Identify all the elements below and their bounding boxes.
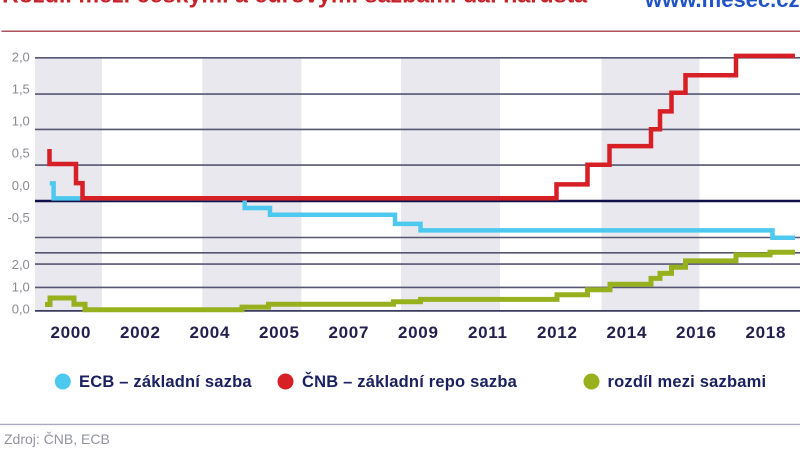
svg-text:1,0: 1,0: [12, 279, 30, 294]
svg-text:-0,5: -0,5: [7, 210, 29, 225]
svg-text:2005: 2005: [259, 323, 300, 342]
svg-text:2004: 2004: [189, 323, 230, 342]
svg-text:2007: 2007: [328, 323, 369, 342]
svg-text:2012: 2012: [537, 323, 578, 342]
svg-text:www.mesec.cz: www.mesec.cz: [644, 0, 799, 12]
svg-text:1,5: 1,5: [12, 82, 30, 97]
svg-text:2018: 2018: [745, 323, 786, 342]
svg-text:2,0: 2,0: [12, 49, 30, 64]
svg-text:ECB – základní sazba: ECB – základní sazba: [79, 373, 252, 391]
svg-text:0,5: 0,5: [12, 145, 30, 160]
svg-text:1,0: 1,0: [12, 114, 30, 129]
svg-text:2,0: 2,0: [12, 257, 30, 272]
svg-text:Rozdíl mezi českými a eurovými: Rozdíl mezi českými a eurovými sazbami d…: [2, 0, 588, 8]
svg-text:2011: 2011: [468, 323, 508, 342]
svg-text:ČNB – základní repo sazba: ČNB – základní repo sazba: [302, 372, 518, 391]
svg-text:rozdíl mezi sazbami: rozdíl mezi sazbami: [608, 373, 767, 391]
svg-text:2009: 2009: [398, 323, 439, 342]
svg-text:0,0: 0,0: [12, 302, 30, 317]
svg-text:0,0: 0,0: [12, 178, 30, 193]
svg-text:2002: 2002: [120, 323, 161, 342]
svg-text:2014: 2014: [606, 323, 647, 342]
svg-text:2016: 2016: [676, 323, 717, 342]
svg-text:Zdroj: ČNB, ECB: Zdroj: ČNB, ECB: [4, 431, 110, 447]
svg-text:2000: 2000: [50, 323, 91, 342]
